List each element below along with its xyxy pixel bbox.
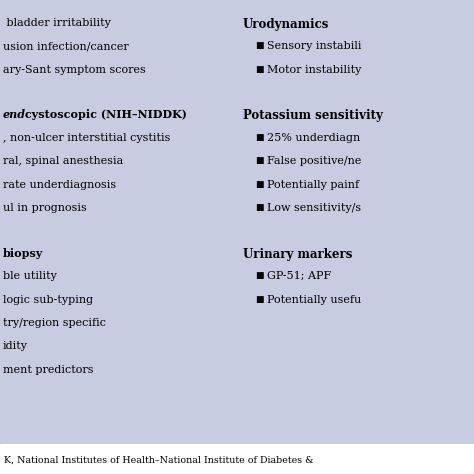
Text: ment predictors: ment predictors [3, 365, 93, 375]
Text: ral, spinal anesthesia: ral, spinal anesthesia [3, 156, 123, 166]
Text: Low sensitivity/s: Low sensitivity/s [267, 203, 361, 213]
Text: try/region specific: try/region specific [3, 318, 106, 328]
Text: Potentially painf: Potentially painf [267, 180, 359, 190]
Text: logic sub-typing: logic sub-typing [3, 294, 93, 305]
Text: ■: ■ [255, 180, 264, 189]
Text: cystoscopic (NIH–NIDDK): cystoscopic (NIH–NIDDK) [21, 109, 187, 120]
Bar [0, 444, 474, 474]
Text: False positive/ne: False positive/ne [267, 156, 361, 166]
Text: usion infection/cancer: usion infection/cancer [3, 41, 129, 51]
Text: ary-Sant symptom scores: ary-Sant symptom scores [3, 64, 146, 74]
Text: Potentially usefu: Potentially usefu [267, 294, 361, 305]
Text: bladder irritability: bladder irritability [3, 18, 111, 28]
Text: Urodynamics: Urodynamics [243, 18, 329, 31]
Text: , non-ulcer interstitial cystitis: , non-ulcer interstitial cystitis [3, 133, 170, 143]
Text: rate underdiagnosis: rate underdiagnosis [3, 180, 116, 190]
Text: ■: ■ [255, 203, 264, 212]
Text: end: end [3, 109, 26, 120]
Text: ■: ■ [255, 294, 264, 303]
Text: ■: ■ [255, 64, 264, 73]
Text: ■: ■ [255, 271, 264, 280]
Text: GP-51; APF: GP-51; APF [267, 271, 331, 281]
Text: ■: ■ [255, 41, 264, 50]
Text: ■: ■ [255, 156, 264, 165]
Text: idity: idity [3, 341, 28, 351]
Text: biopsy: biopsy [3, 247, 44, 259]
Text: Urinary markers: Urinary markers [243, 247, 352, 261]
Text: ble utility: ble utility [3, 271, 57, 281]
Text: Potassium sensitivity: Potassium sensitivity [243, 109, 383, 122]
Text: Sensory instabili: Sensory instabili [267, 41, 362, 51]
Text: K, National Institutes of Health–National Institute of Diabetes &: K, National Institutes of Health–Nationa… [4, 456, 313, 465]
Text: ul in prognosis: ul in prognosis [3, 203, 87, 213]
Text: 25% underdiagn: 25% underdiagn [267, 133, 360, 143]
Text: ■: ■ [255, 133, 264, 142]
Text: Motor instability: Motor instability [267, 64, 361, 74]
